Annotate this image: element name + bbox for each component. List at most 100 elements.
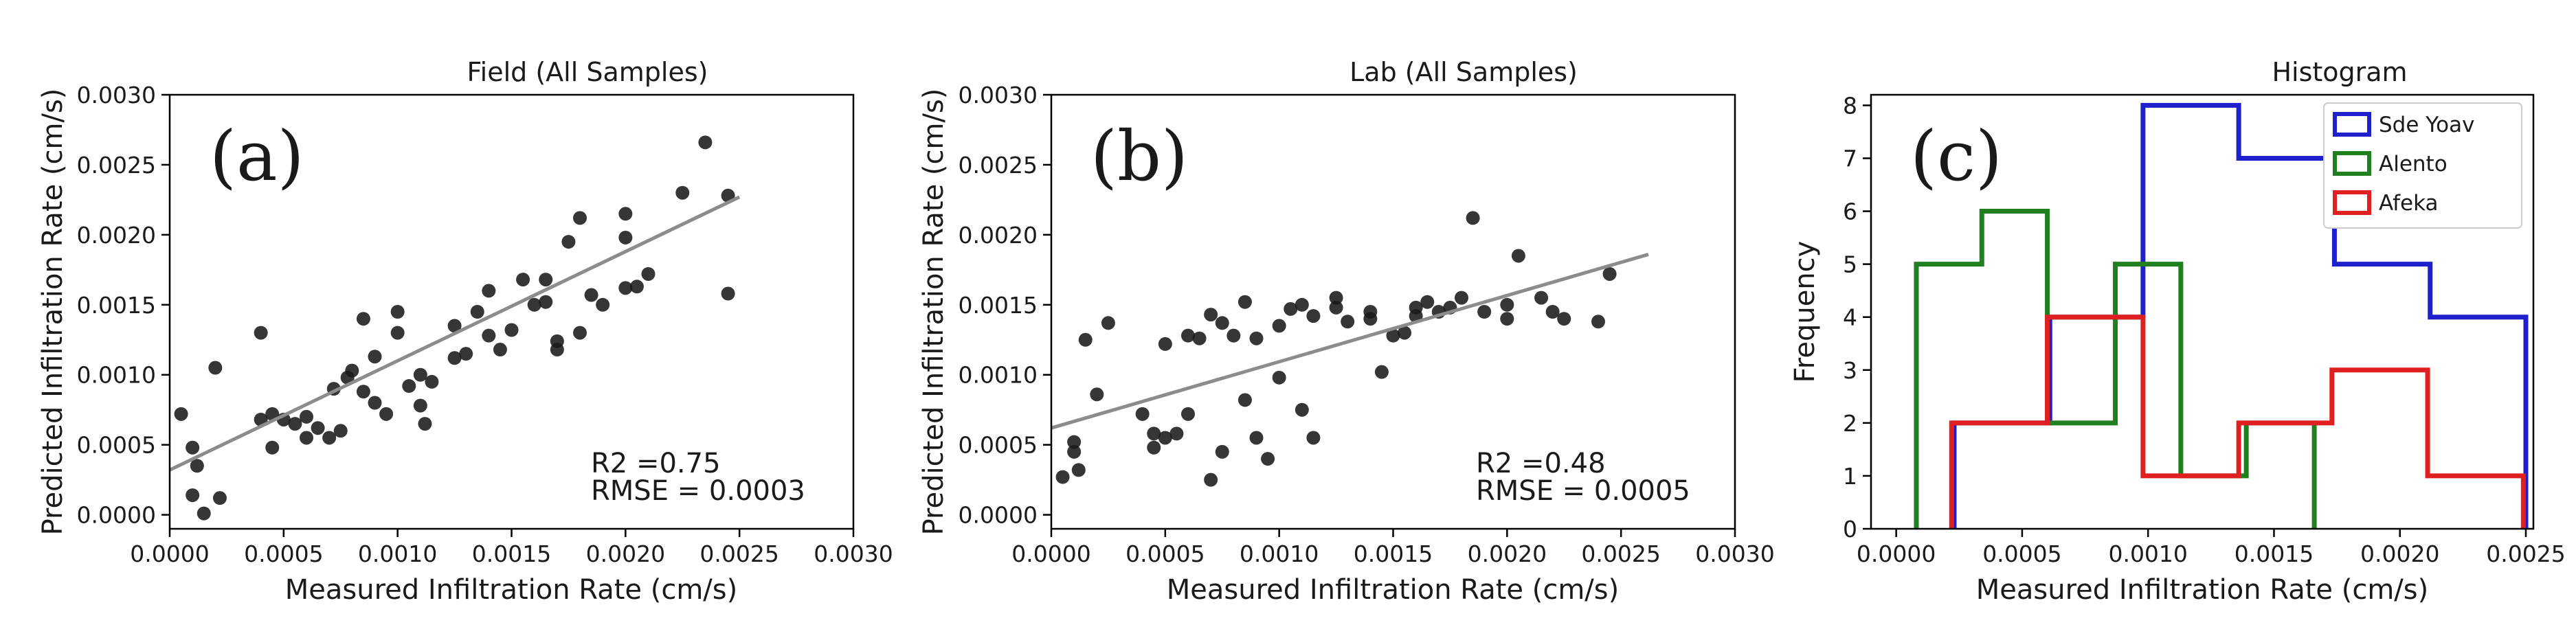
panel-c-label: (c): [1910, 116, 2002, 196]
panel-a-data-point: [482, 328, 496, 343]
panel-a-data-point: [527, 297, 541, 312]
panel-c-plot-area: 0.0000 0.0005 0.0010 0.0015 0.0020 0.0025 0 1 2 3…: [1843, 92, 2566, 567]
panel-a-data-point: [618, 230, 633, 244]
panel-b-data-point: [1284, 301, 1298, 316]
panel-a-xtick-label: 0.0030: [814, 540, 893, 567]
panel-a-fit-line: [168, 195, 741, 472]
panel-a-data-point: [618, 207, 633, 221]
panel-a-rmse: RMSE = 0.0003: [591, 475, 805, 507]
panel-b-data-point: [1455, 290, 1468, 305]
panel-b-data-point: [1602, 266, 1617, 281]
panel-b-xtick-label: 0.0030: [1695, 540, 1774, 567]
panel-a-data-point: [447, 351, 462, 365]
panel-c-legend: Sde Yoav Alento Afeka: [2323, 102, 2522, 229]
panel-a-data-point: [379, 407, 394, 421]
panel-b-title: Lab (All Samples): [1349, 57, 1578, 87]
panel-c-xlabel: Measured Infiltration Rate (cm/s): [1976, 574, 2428, 606]
panel-a-data-point: [641, 266, 656, 281]
panel-a-plot-area: 0.0000 0.0005 0.0010 0.0015 0.0020 0.0025 0.00…: [77, 82, 893, 567]
panel-a-ylabel: Predicted Infiltration Rate (cm/s): [37, 89, 69, 536]
panel-b-data-point: [1261, 452, 1275, 466]
panel-a-data-point: [516, 273, 530, 287]
panel-a-data-point: [265, 440, 280, 455]
panel-a-data-point: [539, 273, 553, 287]
panel-a-data-point: [504, 323, 519, 337]
panel-a-data-point: [345, 363, 359, 378]
panel-a-ytick-label: 0.0005: [77, 432, 156, 459]
panel-a-data-point: [368, 350, 382, 364]
panel-a-data-point: [629, 280, 644, 294]
panel-b-data-point: [1158, 337, 1172, 351]
panel-b-data-point: [1237, 393, 1252, 407]
panel-b-ytick-label: 0.0015: [959, 292, 1038, 319]
panel-b-ytick-label: 0.0005: [959, 432, 1038, 459]
panel-b-data-point: [1295, 297, 1309, 312]
panel-a-data-point: [254, 326, 268, 340]
legend-label-alento: Alento: [2379, 152, 2448, 176]
panel-a-data-point: [698, 135, 713, 150]
panel-a-data-point: [550, 334, 564, 348]
panel-b-xtick-label: 0.0025: [1581, 540, 1660, 567]
panel-a-ytick-label: 0.0015: [77, 292, 156, 319]
panel-a-data-point: [539, 295, 553, 309]
panel-b-data-point: [1386, 328, 1400, 343]
panel-b-data-point: [1071, 463, 1086, 477]
panel-a-data-point: [300, 409, 313, 424]
panel-b-data-point: [1363, 305, 1378, 319]
panel-b-ytick-label: 0.0025: [959, 152, 1038, 179]
panel-b-data-point: [1181, 328, 1195, 343]
panel-b-data-point: [1101, 316, 1115, 330]
panel-c-ytick-label: 5: [1843, 251, 1857, 278]
panel-c-xtick-label: 0.0015: [2235, 540, 2314, 567]
panel-a-r2: R2 =0.75: [591, 448, 721, 479]
panel-a-data-point: [197, 506, 211, 521]
panel-a-xtick-label: 0.0025: [699, 540, 779, 567]
panel-b-data-point: [1055, 470, 1070, 484]
panel-b-data-point: [1500, 312, 1514, 326]
panel-c-xtick-label: 0.0025: [2486, 540, 2565, 567]
panel-b-ytick-label: 0.0030: [959, 82, 1038, 109]
panel-b-ytick-label: 0.0010: [959, 362, 1038, 389]
panel-b-xtick-label: 0.0015: [1354, 540, 1433, 567]
panel-a-data-point: [584, 288, 598, 302]
panel-b-data-point: [1067, 435, 1082, 449]
panel-a-data-point: [675, 185, 690, 200]
panel-a-data-point: [459, 347, 473, 361]
panel-b-data-point: [1511, 249, 1525, 263]
panel-a-data-point: [573, 326, 587, 340]
panel-a-data-point: [402, 379, 416, 394]
panel-a-data-point: [333, 424, 348, 438]
panel-c-step-alento: [1914, 209, 2317, 529]
panel-b-data-point: [1272, 319, 1286, 333]
panel-b-data-point: [1192, 331, 1207, 345]
panel-a-data-point: [208, 361, 223, 375]
panel-b-data-point: [1272, 370, 1286, 385]
panel-b-data-point: [1227, 328, 1241, 343]
panel-a-data-point: [186, 440, 200, 455]
panel-b-data-point: [1374, 365, 1389, 379]
panel-b-rmse: RMSE = 0.0005: [1476, 475, 1690, 507]
panel-a-data-point: [288, 417, 302, 431]
panel-a-ytick-label: 0.0025: [77, 152, 156, 179]
panel-b-data-point: [1306, 431, 1321, 445]
panel-a-ytick-label: 0.0010: [77, 362, 156, 389]
panel-a-data-point: [322, 431, 337, 445]
panel-b-plot-area: 0.0000 0.0005 0.0010 0.0015 0.0020 0.0025 0.00…: [959, 82, 1775, 567]
panel-a-data-point: [573, 211, 587, 225]
panel-b-xtick-label: 0.0020: [1468, 540, 1547, 567]
panel-a-data-point: [721, 286, 735, 301]
panel-c-ytick-label: 1: [1843, 463, 1857, 490]
panel-a-xtick-label: 0.0000: [130, 540, 209, 567]
panel-b-data-point: [1181, 407, 1195, 421]
panel-a-data-point: [300, 431, 313, 445]
panel-b-data-point: [1466, 211, 1480, 225]
panel-b-data-point: [1078, 332, 1093, 347]
panel-b-data-point: [1215, 316, 1229, 330]
panel-a-ytick-label: 0.0020: [77, 222, 156, 249]
panel-a-data-point: [470, 305, 484, 319]
panel-b-data-point: [1135, 407, 1150, 421]
panel-b-ytick-label: 0.0020: [959, 222, 1038, 249]
panel-a-data-point: [413, 398, 427, 413]
panel-c-xtick-label: 0.0000: [1857, 540, 1936, 567]
panel-a-data-point: [482, 284, 496, 298]
